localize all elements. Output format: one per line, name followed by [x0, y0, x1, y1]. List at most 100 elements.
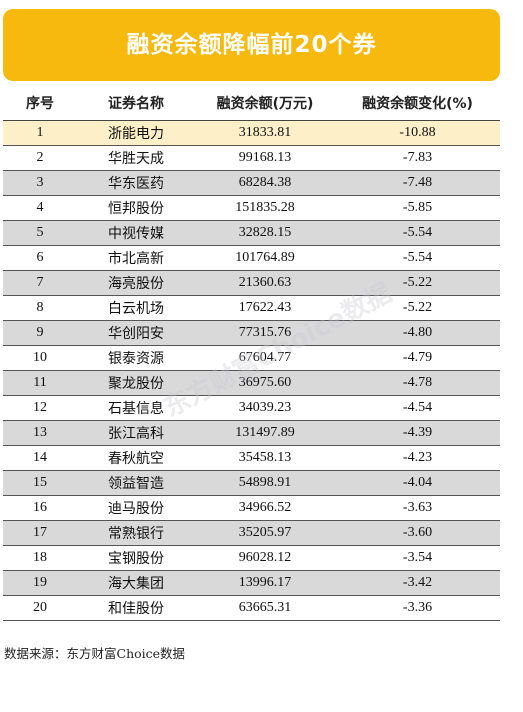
- cell-rank: 3: [3, 170, 77, 196]
- cell-rank: 18: [3, 545, 77, 571]
- cell-balance: 13996.17: [195, 570, 335, 596]
- cell-change: -3.42: [335, 570, 500, 596]
- cell-rank: 14: [3, 445, 77, 471]
- cell-name: 常熟银行: [77, 520, 195, 546]
- cell-rank: 11: [3, 370, 77, 396]
- table-row: 1 浙能电力 31833.81 -10.88: [3, 120, 500, 146]
- cell-name: 迪马股份: [77, 495, 195, 521]
- title-banner: 融资余额降幅前20个券: [3, 9, 500, 81]
- cell-change: -5.54: [335, 220, 500, 246]
- cell-change: -5.85: [335, 195, 500, 221]
- cell-name: 石基信息: [77, 395, 195, 421]
- column-header-rank: 序号: [3, 86, 77, 121]
- table-row: 2 华胜天成 99168.13 -7.83: [3, 145, 500, 171]
- cell-balance: 68284.38: [195, 170, 335, 196]
- cell-balance: 151835.28: [195, 195, 335, 221]
- cell-name: 白云机场: [77, 295, 195, 321]
- cell-name: 海大集团: [77, 570, 195, 596]
- column-header-change: 融资余额变化(%): [335, 86, 500, 121]
- cell-change: -5.54: [335, 245, 500, 271]
- cell-balance: 21360.63: [195, 270, 335, 296]
- column-header-balance: 融资余额(万元): [195, 86, 335, 121]
- cell-change: -4.04: [335, 470, 500, 496]
- cell-name: 银泰资源: [77, 345, 195, 371]
- table-row: 3 华东医药 68284.38 -7.48: [3, 170, 500, 196]
- cell-balance: 31833.81: [195, 120, 335, 146]
- cell-change: -4.54: [335, 395, 500, 421]
- cell-name: 张江高科: [77, 420, 195, 446]
- cell-balance: 32828.15: [195, 220, 335, 246]
- cell-rank: 19: [3, 570, 77, 596]
- cell-name: 领益智造: [77, 470, 195, 496]
- cell-rank: 7: [3, 270, 77, 296]
- table-row: 7 海亮股份 21360.63 -5.22: [3, 270, 500, 296]
- cell-name: 华东医药: [77, 170, 195, 196]
- table-row: 12 石基信息 34039.23 -4.54: [3, 395, 500, 421]
- cell-rank: 2: [3, 145, 77, 171]
- cell-balance: 35458.13: [195, 445, 335, 471]
- cell-name: 华创阳安: [77, 320, 195, 346]
- cell-change: -4.78: [335, 370, 500, 396]
- cell-balance: 63665.31: [195, 595, 335, 621]
- cell-name: 和佳股份: [77, 595, 195, 621]
- cell-name: 宝钢股份: [77, 545, 195, 571]
- cell-rank: 10: [3, 345, 77, 371]
- cell-balance: 101764.89: [195, 245, 335, 271]
- cell-change: -4.23: [335, 445, 500, 471]
- cell-balance: 67604.77: [195, 345, 335, 371]
- cell-name: 春秋航空: [77, 445, 195, 471]
- table-row: 11 聚龙股份 36975.60 -4.78: [3, 370, 500, 396]
- cell-rank: 1: [3, 120, 77, 146]
- cell-balance: 77315.76: [195, 320, 335, 346]
- table-header-row: 序号 证券名称 融资余额(万元) 融资余额变化(%): [3, 86, 500, 121]
- cell-rank: 6: [3, 245, 77, 271]
- cell-change: -5.22: [335, 270, 500, 296]
- cell-balance: 99168.13: [195, 145, 335, 171]
- cell-change: -3.63: [335, 495, 500, 521]
- table-row: 6 市北高新 101764.89 -5.54: [3, 245, 500, 271]
- cell-balance: 96028.12: [195, 545, 335, 571]
- page-title: 融资余额降幅前20个券: [126, 32, 377, 58]
- cell-rank: 16: [3, 495, 77, 521]
- cell-rank: 8: [3, 295, 77, 321]
- cell-change: -3.60: [335, 520, 500, 546]
- cell-rank: 13: [3, 420, 77, 446]
- financing-table: 序号 证券名称 融资余额(万元) 融资余额变化(%) 1 浙能电力 31833.81…: [3, 86, 500, 621]
- table-row: 14 春秋航空 35458.13 -4.23: [3, 445, 500, 471]
- table-row: 10 银泰资源 67604.77 -4.79: [3, 345, 500, 371]
- cell-change: -4.80: [335, 320, 500, 346]
- cell-rank: 12: [3, 395, 77, 421]
- cell-balance: 35205.97: [195, 520, 335, 546]
- table-row: 13 张江高科 131497.89 -4.39: [3, 420, 500, 446]
- cell-rank: 17: [3, 520, 77, 546]
- cell-change: -10.88: [335, 120, 500, 146]
- table-row: 4 恒邦股份 151835.28 -5.85: [3, 195, 500, 221]
- cell-rank: 4: [3, 195, 77, 221]
- source-note: 数据来源：东方财富Choice数据: [4, 646, 186, 661]
- cell-name: 华胜天成: [77, 145, 195, 171]
- cell-name: 聚龙股份: [77, 370, 195, 396]
- table-body: 1 浙能电力 31833.81 -10.88 2 华胜天成 99168.13 -7.83 3 华东…: [3, 120, 500, 621]
- table-row: 8 白云机场 17622.43 -5.22: [3, 295, 500, 321]
- cell-rank: 15: [3, 470, 77, 496]
- cell-name: 中视传媒: [77, 220, 195, 246]
- cell-change: -7.48: [335, 170, 500, 196]
- column-header-name: 证券名称: [77, 86, 195, 121]
- table-row: 15 领益智造 54898.91 -4.04: [3, 470, 500, 496]
- table-row: 19 海大集团 13996.17 -3.42: [3, 570, 500, 596]
- table-row: 9 华创阳安 77315.76 -4.80: [3, 320, 500, 346]
- cell-name: 市北高新: [77, 245, 195, 271]
- cell-rank: 5: [3, 220, 77, 246]
- cell-change: -3.36: [335, 595, 500, 621]
- cell-name: 恒邦股份: [77, 195, 195, 221]
- cell-change: -4.39: [335, 420, 500, 446]
- table-row: 20 和佳股份 63665.31 -3.36: [3, 595, 500, 621]
- cell-change: -3.54: [335, 545, 500, 571]
- cell-balance: 34966.52: [195, 495, 335, 521]
- cell-balance: 34039.23: [195, 395, 335, 421]
- table-row: 17 常熟银行 35205.97 -3.60: [3, 520, 500, 546]
- cell-balance: 54898.91: [195, 470, 335, 496]
- cell-balance: 17622.43: [195, 295, 335, 321]
- cell-balance: 131497.89: [195, 420, 335, 446]
- cell-name: 浙能电力: [77, 120, 195, 146]
